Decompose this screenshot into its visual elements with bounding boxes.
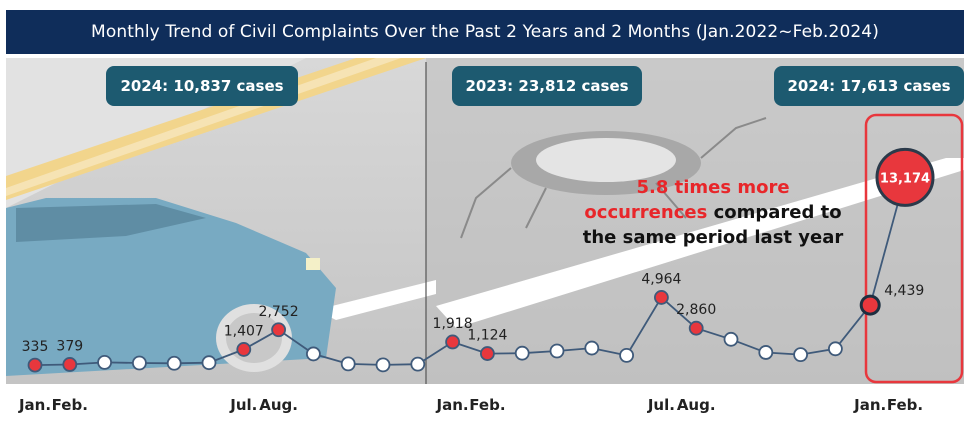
year-badge-label: 2023: 23,812 cases <box>465 77 629 95</box>
data-point <box>619 347 634 363</box>
x-tick-label: Jan. <box>436 396 469 414</box>
data-point <box>549 343 565 359</box>
x-tick-label: Jul. <box>230 396 258 414</box>
data-point-peak <box>875 147 935 207</box>
x-tick-label: Aug. <box>259 396 298 414</box>
year-badge-2024: 2024: 17,613 cases <box>774 66 964 106</box>
annotation-line-2: compared to <box>707 202 842 223</box>
chart-title: Monthly Trend of Civil Complaints Over t… <box>91 22 879 42</box>
x-tick-label: Feb. <box>886 396 924 414</box>
data-label: 379 <box>56 338 83 354</box>
data-point <box>793 347 808 363</box>
data-point <box>62 357 78 372</box>
x-tick-label: Jul. <box>647 396 675 414</box>
data-point <box>445 334 461 350</box>
annotation-line-1: 5.8 times more <box>636 177 790 198</box>
data-label: 4,439 <box>884 283 924 299</box>
data-point <box>828 341 843 357</box>
chart-area: 335 379 1,407 2,752 1,918 1,124 4,964 2,860 4,43… <box>6 58 964 384</box>
data-label: 1,918 <box>433 316 473 332</box>
comparison-annotation: 5.8 times more occurrences compared to t… <box>573 175 853 250</box>
data-point <box>131 355 147 371</box>
data-point <box>375 357 391 373</box>
year-badge-2023: 2023: 23,812 cases <box>452 66 642 106</box>
x-tick-label: Feb. <box>51 396 88 414</box>
data-point <box>410 356 426 372</box>
x-axis-labels: Jan. Feb. Jul. Aug. Jan. Feb. Jul. Aug. Jan. Feb. <box>0 396 970 420</box>
x-tick-label: Aug. <box>676 396 716 414</box>
data-label: 1,124 <box>467 328 507 344</box>
x-tick-label: Jan. <box>854 396 887 414</box>
data-point <box>97 354 112 370</box>
data-label: 335 <box>22 339 49 355</box>
data-point <box>271 322 287 338</box>
year-badge-2022: 2024: 10,837 cases <box>106 66 298 106</box>
data-point <box>340 356 356 372</box>
highlight-box <box>864 113 964 384</box>
background-illustration <box>6 58 964 384</box>
data-label: 2,860 <box>676 302 716 318</box>
data-point <box>654 290 669 305</box>
data-point <box>201 355 217 371</box>
data-label: 1,407 <box>224 323 264 339</box>
annotation-line-3: the same period last year <box>582 227 844 248</box>
data-point <box>236 342 252 357</box>
year-badge-label: 2024: 17,613 cases <box>787 77 951 95</box>
chart-title-banner: Monthly Trend of Civil Complaints Over t… <box>6 10 964 54</box>
data-point <box>27 357 43 373</box>
data-point <box>859 294 881 316</box>
data-point <box>584 340 600 356</box>
x-tick-label: Jan. <box>18 396 52 414</box>
data-point <box>688 320 704 336</box>
data-label-peak: 13,174 <box>880 171 930 186</box>
data-label: 2,752 <box>259 304 299 320</box>
year-badge-label: 2024: 10,837 cases <box>120 77 284 95</box>
data-label: 4,964 <box>641 271 681 287</box>
data-point <box>166 355 182 371</box>
annotation-line-2-red: occurrences <box>584 202 708 223</box>
data-point <box>723 331 739 347</box>
data-point <box>758 345 774 360</box>
x-tick-label: Feb. <box>469 396 506 414</box>
data-point <box>514 345 530 361</box>
data-point <box>305 346 321 362</box>
data-point <box>479 346 495 361</box>
